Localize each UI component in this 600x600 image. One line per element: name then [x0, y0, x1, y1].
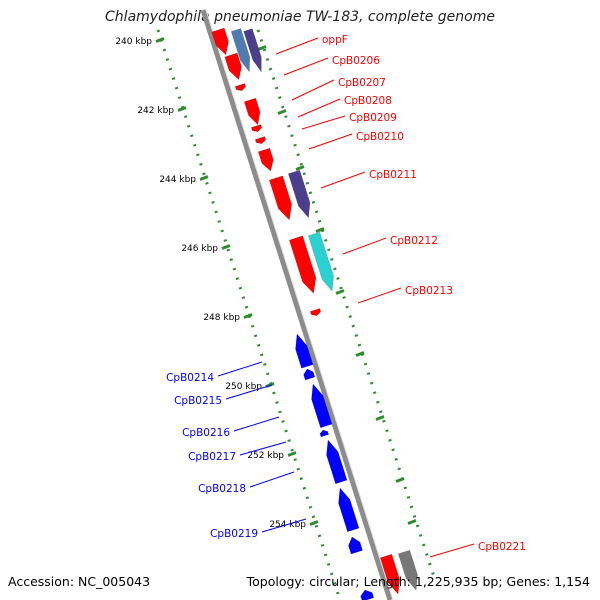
leader-line	[301, 115, 346, 130]
backbone-highlight	[205, 9, 394, 600]
scale-tick	[277, 109, 287, 115]
feature-cpb0211	[287, 169, 311, 219]
scale-tick	[309, 520, 319, 526]
gene-cpb0206	[224, 52, 242, 81]
feature-cpb0212	[307, 231, 334, 292]
gene-cpb0210	[254, 136, 267, 144]
scale-tick	[335, 289, 345, 295]
scale-label: 244 kbp	[159, 175, 196, 185]
gene-cpb0208	[243, 97, 261, 126]
scale-tick	[407, 519, 417, 525]
gene-cpb0213	[309, 308, 322, 316]
leader-line	[429, 543, 475, 558]
gene-label: CpB0218	[198, 483, 246, 495]
leader-line	[233, 416, 280, 432]
scale-label: 250 kbp	[225, 382, 262, 392]
gene-cpb0216	[311, 383, 333, 429]
scale-tick	[315, 227, 325, 233]
gene-label: CpB0215	[174, 395, 222, 407]
gene-label: CpB0213	[405, 285, 453, 297]
gene-edge	[360, 589, 375, 600]
gene-cpb0218	[326, 439, 348, 485]
gene-label: CpB0210	[356, 131, 404, 143]
gene-label: CpB0217	[188, 451, 236, 463]
gene-features	[211, 27, 418, 600]
gene-label: CpB0207	[338, 77, 386, 89]
scale-label: 254 kbp	[269, 520, 306, 530]
scale-tick	[155, 37, 165, 43]
leader-line	[308, 133, 353, 150]
gene-label: CpB0211	[369, 169, 417, 181]
feature-oppf-domain	[243, 28, 262, 73]
scale-tick	[257, 45, 267, 51]
scale-label: 246 kbp	[181, 244, 218, 254]
leader-line	[320, 171, 366, 189]
feature-cpb0221	[397, 549, 418, 591]
scale-tick	[375, 415, 385, 421]
scale-tick	[287, 451, 297, 457]
gene-label: CpB0214	[166, 372, 214, 384]
gene-label: oppF	[322, 34, 348, 46]
leader-line	[275, 37, 319, 55]
leader-line	[291, 79, 335, 101]
scale-tick	[221, 244, 231, 250]
gene-label: CpB0208	[344, 95, 392, 107]
gene-label: CpB0216	[182, 427, 230, 439]
scale-tick	[395, 477, 405, 483]
scale-tick	[199, 175, 209, 181]
leader-line	[217, 361, 263, 377]
gene-cpb0217	[319, 429, 329, 438]
leader-line	[357, 287, 402, 304]
scale-tick	[295, 165, 305, 171]
gene-label: CpB0221	[478, 541, 526, 553]
label-leaders	[217, 37, 475, 558]
gene-cpb0212	[289, 235, 317, 294]
leader-line	[261, 518, 307, 533]
scale-label: 252 kbp	[247, 451, 284, 461]
gene-label: CpB0212	[390, 235, 438, 247]
accession-text: Accession: NC_005043	[8, 574, 151, 589]
gene-cpb0207	[234, 83, 247, 91]
gene-labels: oppF CpB0206 CpB0207 CpB0208 CpB0209 CpB0210 C…	[166, 34, 526, 553]
scale-ticks: 240 kbp 242 kbp 244 kbp 246 kbp 248 kbp 250 k…	[115, 37, 417, 530]
gene-cpb0219b	[348, 536, 363, 555]
leader-line	[239, 441, 287, 456]
scale-label: 242 kbp	[137, 106, 174, 116]
leader-line	[249, 471, 295, 488]
feature-oppf-annotation	[230, 28, 251, 73]
gene-cpb0219	[338, 487, 360, 533]
gene-label: CpB0209	[349, 112, 397, 124]
genome-backbone	[200, 9, 393, 600]
scale-label: 240 kbp	[115, 37, 152, 47]
scale-tick	[355, 351, 365, 357]
genome-summary: Topology: circular; Length: 1,225,935 bp…	[246, 574, 590, 589]
gene-cpb0215	[303, 368, 316, 381]
outer-scale-track	[256, 29, 437, 581]
scale-tick	[177, 106, 187, 112]
gene-label: CpB0206	[332, 55, 380, 67]
leader-line	[225, 384, 273, 400]
gene-label: CpB0219	[210, 528, 258, 540]
gene-cpb0209	[250, 124, 263, 132]
gene-oppf	[211, 27, 229, 56]
gene-cpb0214	[295, 333, 314, 369]
leader-line	[297, 98, 341, 118]
scale-tick	[243, 313, 253, 319]
gene-cpb0211	[269, 175, 292, 221]
leader-line	[342, 237, 387, 255]
gene-cpb0210b	[257, 147, 274, 172]
gene-cpb0221	[379, 553, 400, 595]
scale-label: 248 kbp	[203, 313, 240, 323]
leader-line	[283, 57, 329, 76]
